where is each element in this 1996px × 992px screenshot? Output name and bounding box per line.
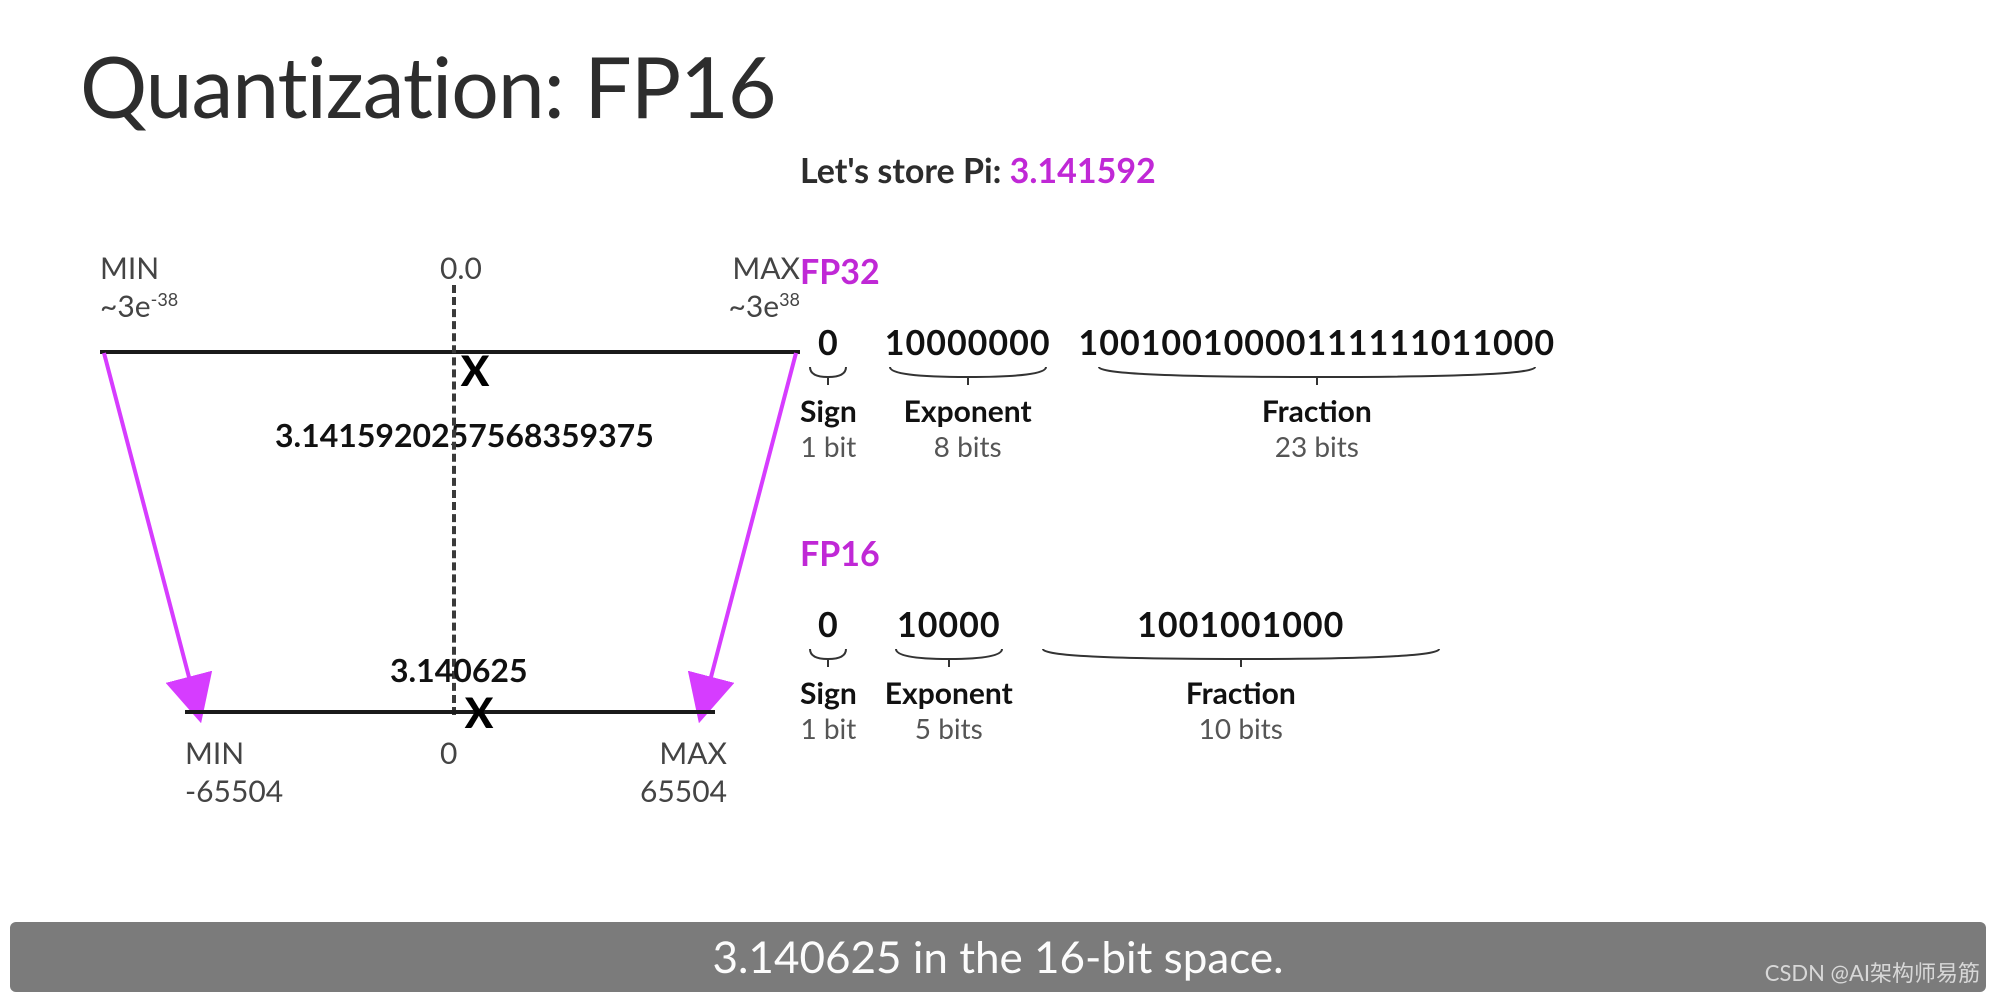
fp16-max-value: 65504 (640, 773, 727, 809)
fp32-number-line (100, 350, 800, 354)
range-diagram: MIN ~3e-38 0.0 MAX ~3e38 X 3.14159202575… (100, 230, 800, 790)
fp16-center-label: 0 (440, 735, 457, 773)
fp32-sign-title: Sign (800, 393, 857, 429)
fp16-bit-row: 0 Sign 1 bit 10000 Exponent 5 bits 10010… (800, 604, 1500, 745)
page-title: Quantization: FP16 (80, 35, 776, 136)
brace-icon (894, 647, 1004, 669)
fp32-max-value: ~3e38 (728, 288, 800, 324)
mapping-arrows (100, 230, 800, 790)
fp32-min-value: ~3e-38 (100, 288, 178, 324)
fp16-min-label: MIN -65504 (185, 735, 283, 810)
brace-icon (808, 365, 848, 387)
pi-value: 3.141592 (1010, 150, 1156, 191)
fp32-stored-value: 3.1415920257568359375 (275, 415, 654, 454)
brace-icon (808, 647, 848, 669)
fp16-sign-sub: 1 bit (800, 711, 856, 745)
fp32-fraction-group: 10010010000111111011000 Fraction 23 bits (1079, 322, 1556, 463)
fp32-sign-sub: 1 bit (800, 429, 856, 463)
fp16-max-label: MAX 65504 (640, 735, 727, 810)
fp16-min-value: -65504 (185, 773, 283, 809)
fp32-exponent-group: 10000000 Exponent 8 bits (885, 322, 1051, 463)
fp32-fraction-bits: 10010010000111111011000 (1079, 322, 1556, 363)
fp32-sign-group: 0 Sign 1 bit (800, 322, 857, 463)
fp16-sign-title: Sign (800, 675, 857, 711)
fp32-fraction-title: Fraction (1262, 393, 1372, 429)
fp32-bit-row: 0 Sign 1 bit 10000000 Exponent 8 bits 10… (800, 322, 1500, 463)
caption-bar: 3.140625 in the 16-bit space. (10, 922, 1986, 992)
fp16-format-label: FP16 (800, 533, 1500, 574)
fp32-min-label: MIN ~3e-38 (100, 250, 178, 325)
fp32-x-marker: X (461, 345, 490, 395)
brace-icon (1097, 365, 1537, 387)
fp32-sign-bits: 0 (818, 322, 839, 363)
fp16-number-line (185, 710, 715, 714)
fp16-stored-value: 3.140625 (390, 650, 528, 689)
fp32-format-label: FP32 (800, 251, 1500, 292)
fp32-max-label: MAX ~3e38 (728, 250, 800, 325)
brace-icon (888, 365, 1048, 387)
fp16-fraction-title: Fraction (1186, 675, 1296, 711)
fp16-exponent-sub: 5 bits (915, 711, 983, 745)
fp32-exponent-title: Exponent (904, 393, 1032, 429)
brace-icon (1041, 647, 1441, 669)
fp32-center-label: 0.0 (440, 250, 482, 288)
fp16-x-marker: X (465, 687, 494, 737)
fp32-fraction-sub: 23 bits (1275, 429, 1359, 463)
bit-layouts: Let's store Pi: 3.141592 FP32 0 Sign 1 b… (800, 150, 1500, 745)
fp16-sign-bits: 0 (818, 604, 839, 645)
fp16-fraction-sub: 10 bits (1199, 711, 1283, 745)
fp16-exponent-bits: 10000 (897, 604, 1001, 645)
fp16-exponent-title: Exponent (885, 675, 1013, 711)
fp32-exponent-bits: 10000000 (885, 322, 1051, 363)
fp16-sign-group: 0 Sign 1 bit (800, 604, 857, 745)
watermark: CSDN @AI架构师易筋 (1765, 956, 1980, 988)
fp16-fraction-bits: 1001001000 (1137, 604, 1344, 645)
fp16-exponent-group: 10000 Exponent 5 bits (885, 604, 1013, 745)
fp32-exponent-sub: 8 bits (934, 429, 1002, 463)
fp16-fraction-group: 1001001000 Fraction 10 bits (1041, 604, 1441, 745)
store-pi-line: Let's store Pi: 3.141592 (800, 150, 1500, 191)
